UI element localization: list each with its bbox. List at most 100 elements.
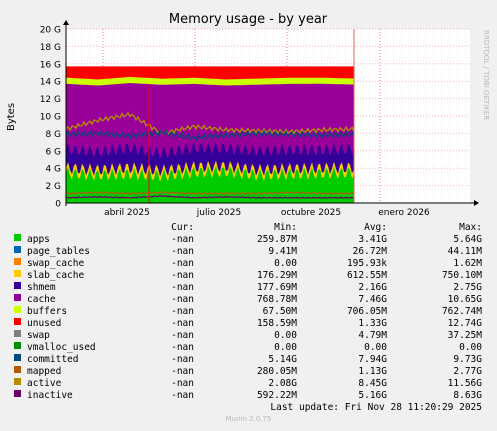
legend-name: inactive: [27, 390, 73, 401]
legend-swatch: [14, 342, 21, 349]
legend-header-max: Max:: [459, 222, 482, 233]
legend-swatch: [14, 282, 21, 289]
legend-header-avg: Avg:: [364, 222, 387, 233]
legend-cur: -nan: [171, 342, 194, 353]
legend-name: active: [27, 378, 62, 389]
legend-name: cache: [27, 294, 56, 305]
legend-min: 67.50M: [262, 306, 297, 317]
legend-min: 0.00: [274, 330, 297, 341]
legend-max: 44.11M: [447, 246, 482, 257]
legend-avg: 26.72M: [352, 246, 387, 257]
legend-row-apps: apps -nan 259.87M 3.41G 5.64G: [14, 234, 494, 246]
legend-max: 2.77G: [453, 366, 482, 377]
legend-min: 176.29M: [256, 270, 297, 281]
legend-max: 12.74G: [447, 318, 482, 329]
line-active: [65, 111, 355, 136]
legend-avg: 1.33G: [358, 318, 387, 329]
y-tick-label: 20 G: [40, 26, 61, 36]
chart-title: Memory usage - by year: [169, 12, 328, 27]
legend-max: 5.64G: [453, 234, 482, 245]
legend-cur: -nan: [171, 270, 194, 281]
legend-name: apps: [27, 234, 50, 245]
legend-max: 37.25M: [447, 330, 482, 341]
legend-cur: -nan: [171, 330, 194, 341]
legend-max: 0.00: [459, 342, 482, 353]
legend-cur: -nan: [171, 306, 194, 317]
legend-name: page_tables: [27, 246, 90, 257]
legend-row-unused: unused -nan 158.59M 1.33G 12.74G: [14, 318, 494, 330]
legend-header-min: Min:: [274, 222, 297, 233]
last-update-row: Last update: Fri Nov 28 11:20:29 2025: [14, 402, 494, 414]
legend-avg: 1.13G: [358, 366, 387, 377]
legend-swatch: [14, 390, 21, 397]
legend-row-page_tables: page_tables -nan 9.41M 26.72M 44.11M: [14, 246, 494, 258]
legend-min: 2.08G: [268, 378, 297, 389]
x-axis-arrow: [474, 200, 479, 206]
legend-max: 9.73G: [453, 354, 482, 365]
legend-cur: -nan: [171, 318, 194, 329]
legend-cur: -nan: [171, 354, 194, 365]
legend-min: 9.41M: [268, 246, 297, 257]
legend-cur: -nan: [171, 294, 194, 305]
legend-min: 280.05M: [256, 366, 297, 377]
legend-min: 259.87M: [256, 234, 297, 245]
legend-avg: 4.79M: [358, 330, 387, 341]
y-tick-label: 12 G: [40, 95, 61, 105]
y-tick-label: 10 G: [40, 113, 61, 123]
legend-swatch: [14, 378, 21, 385]
legend-swatch: [14, 270, 21, 277]
legend-table: Cur: Min: Avg: Max: apps -nan 259.87M 3.41G…: [14, 222, 494, 414]
legend-cur: -nan: [171, 378, 194, 389]
legend-swatch: [14, 294, 21, 301]
legend-header: Cur: Min: Avg: Max:: [14, 222, 494, 234]
legend-max: 8.63G: [453, 390, 482, 401]
legend-avg: 706.05M: [346, 306, 387, 317]
legend-swatch: [14, 330, 21, 337]
x-tick-label: abril 2025: [104, 208, 150, 218]
legend-max: 2.75G: [453, 282, 482, 293]
legend-row-active: active -nan 2.08G 8.45G 11.56G: [14, 378, 494, 390]
y-tick-label: 0: [55, 200, 61, 210]
legend-cur: -nan: [171, 282, 194, 293]
legend-cur: -nan: [171, 234, 194, 245]
legend-name: swap: [27, 330, 50, 341]
legend-name: slab_cache: [27, 270, 85, 281]
legend-max: 11.56G: [447, 378, 482, 389]
legend-name: shmem: [27, 282, 56, 293]
last-update: Last update: Fri Nov 28 11:20:29 2025: [270, 402, 482, 413]
legend-row-swap: swap -nan 0.00 4.79M 37.25M: [14, 330, 494, 342]
legend-swatch: [14, 258, 21, 265]
y-tick-label: 8 G: [45, 130, 61, 140]
legend-name: unused: [27, 318, 62, 329]
x-tick-label: julio 2025: [196, 208, 241, 218]
legend-min: 768.78M: [256, 294, 297, 305]
legend-avg: 195.93k: [346, 258, 387, 269]
legend-row-inactive: inactive -nan 592.22M 5.16G 8.63G: [14, 390, 494, 402]
y-tick-label: 4 G: [45, 165, 61, 175]
legend-avg: 0.00: [364, 342, 387, 353]
legend-cur: -nan: [171, 258, 194, 269]
legend-max: 1.62M: [453, 258, 482, 269]
y-axis-arrow: [63, 20, 69, 25]
legend-min: 158.59M: [256, 318, 297, 329]
area-apps: [66, 165, 354, 203]
legend-min: 0.00: [274, 258, 297, 269]
legend-avg: 7.46G: [358, 294, 387, 305]
legend-row-committed: committed -nan 5.14G 7.94G 9.73G: [14, 354, 494, 366]
munin-version: Munin 2.0.75: [225, 415, 272, 423]
line-mapped: [65, 190, 355, 196]
x-tick-label: enero 2026: [378, 208, 430, 218]
legend-row-slab_cache: slab_cache -nan 176.29M 612.55M 750.10M: [14, 270, 494, 282]
legend-avg: 7.94G: [358, 354, 387, 365]
legend-avg: 5.16G: [358, 390, 387, 401]
legend-name: committed: [27, 354, 79, 365]
legend-swatch: [14, 366, 21, 373]
legend-cur: -nan: [171, 390, 194, 401]
legend-row-buffers: buffers -nan 67.50M 706.05M 762.74M: [14, 306, 494, 318]
legend-max: 762.74M: [441, 306, 482, 317]
legend-row-cache: cache -nan 768.78M 7.46G 10.65G: [14, 294, 494, 306]
legend-row-shmem: shmem -nan 177.69M 2.16G 2.75G: [14, 282, 494, 294]
legend-row-vmalloc_used: vmalloc_used -nan 0.00 0.00 0.00: [14, 342, 494, 354]
legend-avg: 2.16G: [358, 282, 387, 293]
